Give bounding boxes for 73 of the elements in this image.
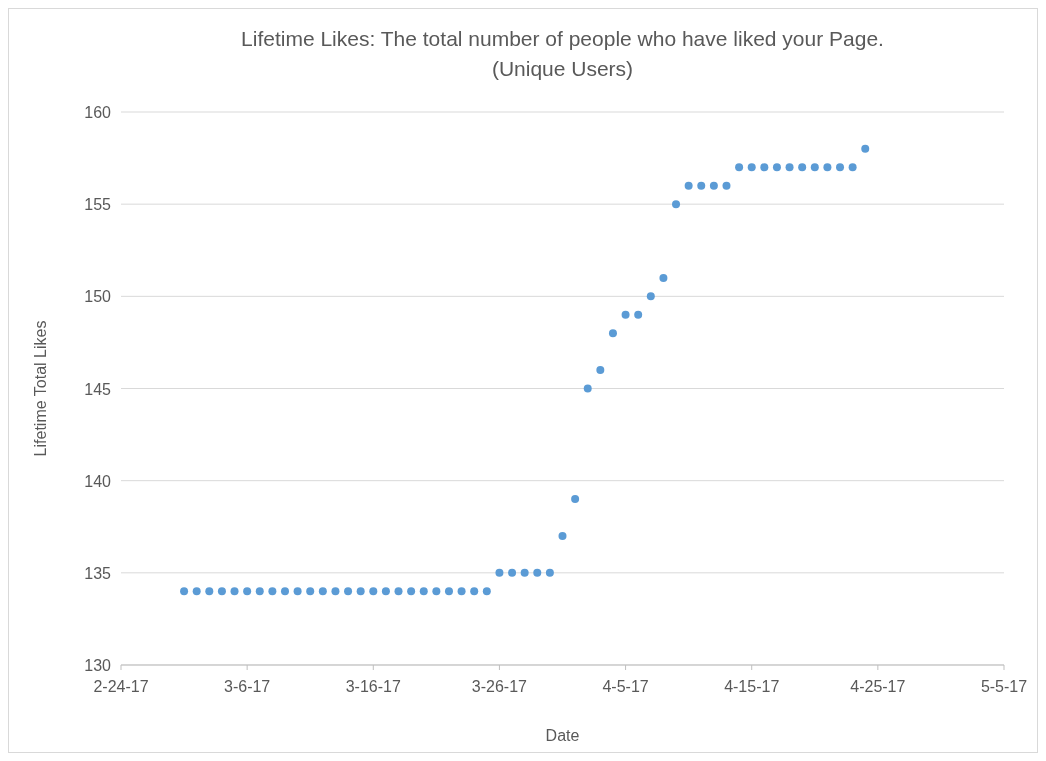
point	[217, 587, 226, 596]
point	[861, 144, 870, 153]
x-tick-label: 4-15-17	[724, 678, 780, 695]
point	[747, 163, 756, 172]
point	[608, 329, 617, 338]
point	[785, 163, 794, 172]
point	[318, 587, 327, 596]
point	[558, 531, 567, 540]
point	[280, 587, 289, 596]
y-tick-label: 160	[84, 104, 112, 121]
point	[760, 163, 769, 172]
point	[836, 163, 845, 172]
point	[344, 587, 353, 596]
x-tick-label: 3-6-17	[224, 678, 271, 695]
point	[722, 181, 731, 190]
x-axis-title: Date	[545, 727, 580, 744]
chart-title: Lifetime Likes: The total number of people who have liked your Page. (Unique Users)	[241, 27, 884, 80]
x-tick-label: 3-26-17	[471, 678, 528, 695]
y-tick-label: 150	[84, 288, 112, 306]
point	[369, 587, 378, 596]
point	[772, 163, 781, 172]
x-tick-label: 4-25-17	[850, 678, 906, 695]
point	[571, 495, 580, 504]
x-tick-label: 5-5-17	[980, 678, 1028, 695]
point	[407, 587, 416, 596]
point	[180, 587, 189, 596]
point	[457, 587, 466, 596]
point	[684, 181, 693, 190]
point	[621, 310, 630, 319]
x-tick-label: 4-5-17	[602, 678, 649, 695]
point	[432, 587, 441, 596]
y-tick-label: 145	[84, 380, 112, 398]
y-tick-label: 130	[84, 657, 112, 674]
point	[798, 163, 807, 172]
point	[205, 587, 214, 596]
point	[583, 384, 592, 393]
point	[823, 163, 832, 172]
point	[444, 587, 453, 596]
point	[709, 181, 718, 190]
y-tick-label: 155	[84, 196, 112, 214]
x-tick-label: 2-24-17	[93, 678, 149, 695]
point	[520, 568, 529, 577]
x-tick-label: 3-16-17	[345, 678, 401, 695]
point	[293, 587, 302, 596]
point	[230, 587, 239, 596]
point	[545, 568, 554, 577]
point	[482, 587, 491, 596]
point	[470, 587, 479, 596]
point	[646, 292, 655, 301]
y-tick-label: 135	[84, 564, 112, 582]
point	[255, 587, 264, 596]
point	[508, 568, 517, 577]
point	[533, 568, 542, 577]
point	[356, 587, 365, 596]
y-tick-label: 140	[84, 472, 112, 490]
point	[672, 200, 681, 209]
point	[394, 587, 403, 596]
point	[735, 163, 744, 172]
point	[306, 587, 315, 596]
point	[381, 587, 390, 596]
point	[596, 366, 605, 375]
point	[331, 587, 340, 596]
point	[697, 181, 706, 190]
y-axis-title: Lifetime Total Likes	[32, 320, 49, 457]
point	[659, 273, 668, 282]
point	[848, 163, 857, 172]
point	[243, 587, 252, 596]
point	[810, 163, 819, 172]
point	[419, 587, 428, 596]
point	[634, 310, 643, 319]
point	[495, 568, 504, 577]
point	[192, 587, 201, 596]
point	[268, 587, 277, 596]
